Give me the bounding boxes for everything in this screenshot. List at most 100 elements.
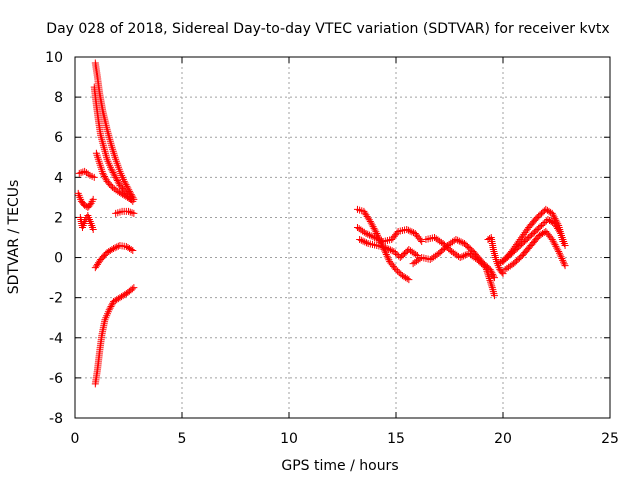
data-point — [406, 227, 414, 235]
data-point — [490, 272, 498, 280]
data-point — [381, 244, 389, 252]
data-point — [392, 266, 400, 274]
data-point — [395, 269, 403, 277]
data-point — [108, 167, 116, 175]
data-point — [455, 237, 463, 245]
data-point — [499, 270, 507, 278]
data-point — [111, 172, 119, 180]
data-point — [123, 182, 131, 190]
plot-frame — [74, 56, 611, 419]
data-point — [128, 285, 136, 293]
data-point — [393, 251, 401, 259]
data-point — [369, 233, 377, 241]
data-point — [105, 306, 113, 314]
data-point — [538, 221, 546, 229]
x-tick-label: 15 — [387, 431, 405, 447]
data-point — [561, 242, 569, 250]
data-point — [557, 253, 565, 261]
data-point — [107, 182, 115, 190]
data-point — [89, 225, 97, 233]
x-tick-label: 20 — [494, 431, 512, 447]
data-point — [365, 231, 373, 239]
data-point — [130, 209, 138, 217]
data-point — [79, 168, 87, 176]
data-point — [125, 207, 132, 215]
data-point — [490, 292, 498, 300]
data-point — [110, 185, 118, 193]
data-point — [488, 282, 496, 290]
data-point — [454, 236, 462, 244]
y-tick-label: 6 — [54, 130, 63, 146]
data-point — [357, 236, 365, 244]
data-point — [482, 264, 490, 272]
data-point — [362, 229, 370, 237]
data-point — [487, 278, 495, 286]
data-point — [107, 165, 115, 173]
data-point — [124, 184, 132, 192]
chart-title: Day 028 of 2018, Sidereal Day-to-day VTE… — [46, 21, 609, 37]
data-point — [561, 262, 569, 270]
data-point — [541, 218, 549, 226]
data-point — [127, 246, 135, 254]
data-point — [403, 225, 411, 233]
data-point — [559, 256, 567, 264]
data-point — [458, 253, 466, 261]
data-point — [109, 169, 117, 177]
data-point — [386, 246, 394, 254]
data-point — [403, 275, 411, 283]
y-tick-label: 8 — [54, 90, 63, 106]
y-axis-title: SDTVAR / TECUs — [6, 180, 22, 295]
data-point — [101, 173, 109, 181]
data-point — [359, 237, 367, 245]
data-point — [372, 234, 380, 242]
data-point — [540, 228, 548, 236]
data-point — [452, 236, 460, 244]
data-point — [555, 249, 563, 257]
data-point — [539, 220, 547, 228]
data-point — [113, 243, 121, 251]
y-tick-label: 4 — [54, 170, 63, 186]
data-point — [554, 220, 562, 228]
data-point — [376, 236, 384, 244]
data-point — [485, 275, 493, 283]
data-point — [122, 181, 130, 189]
data-point — [113, 177, 121, 185]
data-point — [367, 232, 375, 240]
data-point — [106, 304, 114, 312]
data-point — [405, 276, 413, 284]
y-tick-label: -2 — [49, 291, 63, 307]
data-point — [129, 247, 137, 255]
y-tick-label: 10 — [45, 50, 63, 66]
data-point — [110, 170, 118, 178]
x-tick-label: 5 — [178, 431, 187, 447]
y-tick-label: -6 — [49, 371, 63, 387]
data-point — [121, 179, 129, 187]
data-point — [356, 236, 364, 244]
data-point — [107, 302, 115, 310]
data-point — [362, 239, 370, 247]
data-point — [542, 217, 550, 225]
data-point — [383, 244, 391, 252]
data-point — [383, 252, 391, 260]
data-point — [364, 230, 372, 238]
data-point — [130, 284, 138, 292]
data-point — [75, 169, 83, 177]
data-point — [110, 245, 118, 253]
data-point — [556, 251, 564, 259]
data-point — [555, 248, 563, 256]
data-point — [100, 171, 108, 179]
data-point — [127, 195, 135, 203]
x-tick-labels: 0 5 10 15 20 25 — [71, 431, 619, 447]
data-point — [484, 271, 492, 279]
data-point — [374, 235, 382, 243]
data-point — [89, 195, 97, 203]
data-point — [128, 209, 136, 217]
data-point — [108, 183, 116, 191]
data-point — [84, 170, 92, 178]
y-tick-label: -8 — [49, 411, 63, 427]
data-point — [483, 267, 491, 275]
data-point — [408, 228, 416, 236]
data-point — [484, 269, 492, 277]
axis-ticks — [74, 56, 611, 419]
y-tick-label: -4 — [49, 331, 63, 347]
